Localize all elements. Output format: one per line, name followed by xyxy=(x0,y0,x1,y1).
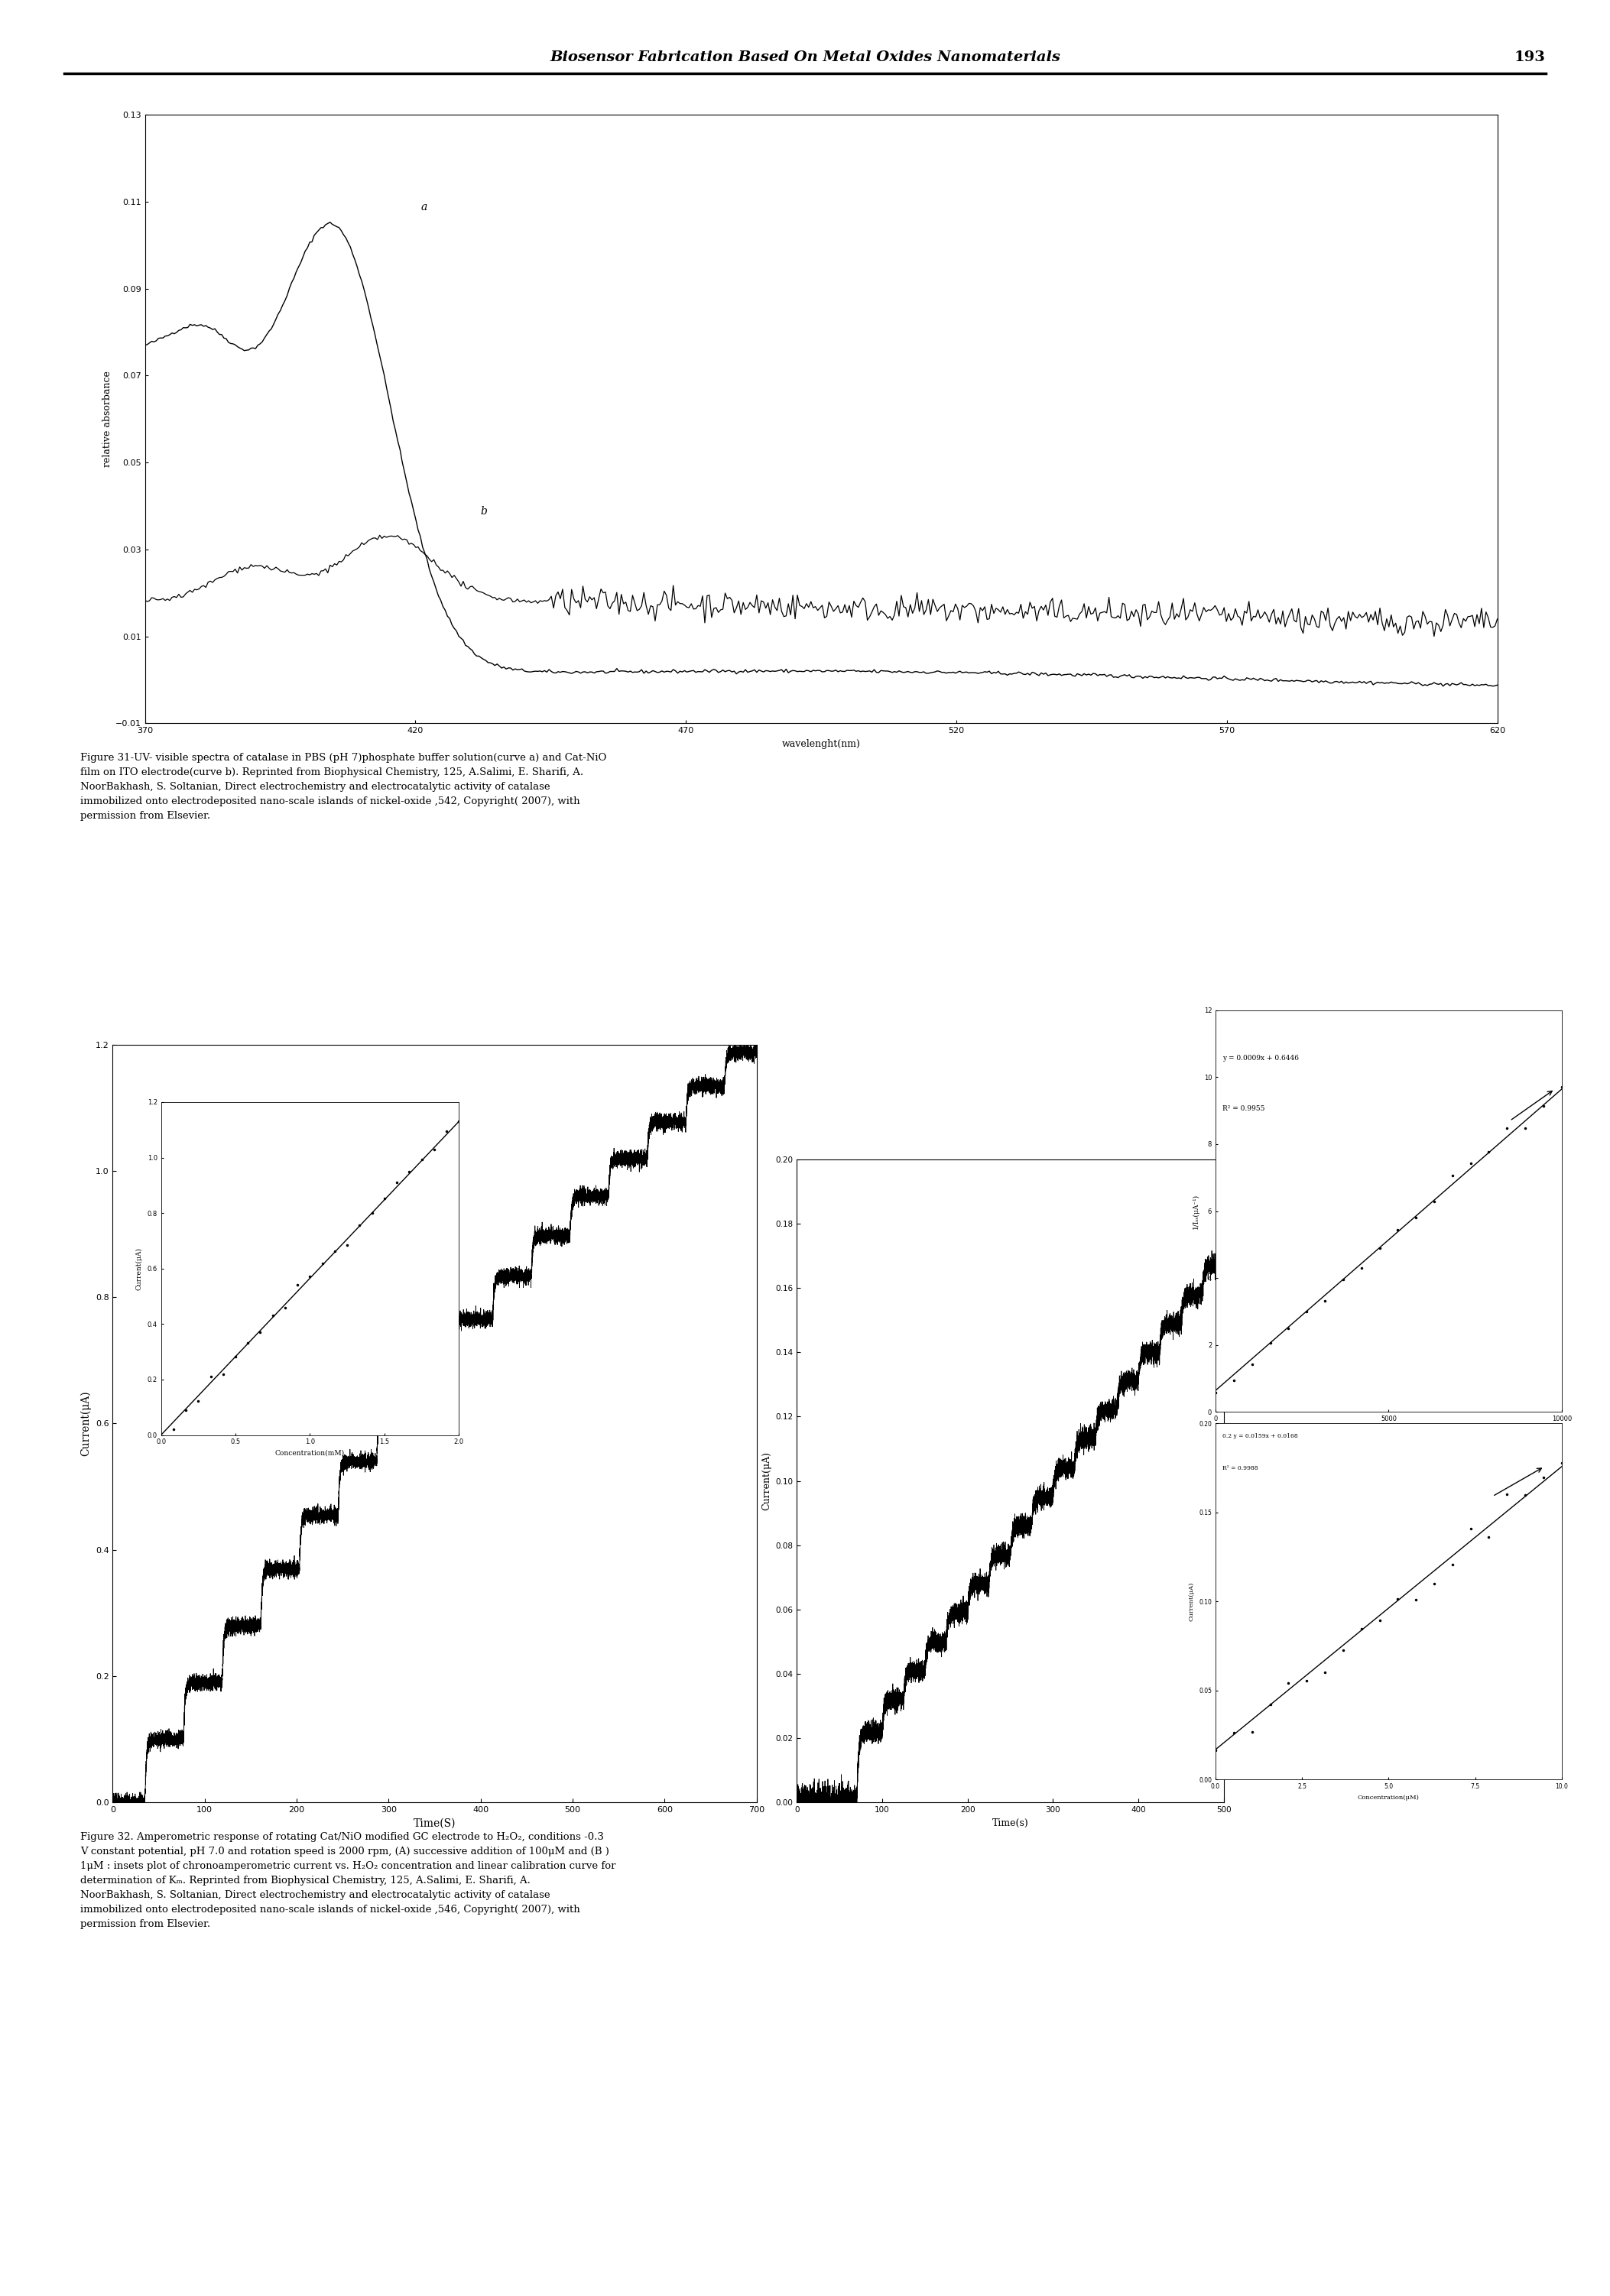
X-axis label: Concentration(mM): Concentration(mM) xyxy=(275,1449,345,1456)
Text: b: b xyxy=(480,505,488,517)
Text: a: a xyxy=(420,202,427,214)
Y-axis label: Current(μA): Current(μA) xyxy=(135,1247,143,1290)
Y-axis label: Current(μA): Current(μA) xyxy=(81,1391,92,1456)
X-axis label: 1/C(M⁻¹): 1/C(M⁻¹) xyxy=(1373,1426,1404,1433)
X-axis label: Concentration(μM): Concentration(μM) xyxy=(1357,1793,1420,1800)
X-axis label: wavelenght(nm): wavelenght(nm) xyxy=(782,739,860,748)
Y-axis label: 1/Iₛₛ(μA⁻¹): 1/Iₛₛ(μA⁻¹) xyxy=(1193,1194,1199,1228)
Text: R² = 0.9955: R² = 0.9955 xyxy=(1222,1104,1265,1111)
Text: y = 0.0009x + 0.6446: y = 0.0009x + 0.6446 xyxy=(1222,1056,1299,1063)
X-axis label: Time(S): Time(S) xyxy=(414,1818,456,1828)
Y-axis label: Current(μA): Current(μA) xyxy=(762,1451,771,1511)
Y-axis label: Current(μA): Current(μA) xyxy=(1188,1582,1195,1621)
Text: Figure 31-UV- visible spectra of catalase in PBS (pH 7)phosphate buffer solution: Figure 31-UV- visible spectra of catalas… xyxy=(81,753,607,822)
Text: 0.2 y = 0.0159x + 0.0168: 0.2 y = 0.0159x + 0.0168 xyxy=(1222,1433,1298,1440)
Text: 193: 193 xyxy=(1515,51,1546,64)
X-axis label: Time(s): Time(s) xyxy=(992,1818,1029,1828)
Text: Biosensor Fabrication Based On Metal Oxides Nanomaterials: Biosensor Fabrication Based On Metal Oxi… xyxy=(549,51,1061,64)
Text: Figure 32. Amperometric response of rotating Cat/NiO modified GC electrode to H₂: Figure 32. Amperometric response of rota… xyxy=(81,1832,617,1929)
Y-axis label: relative absorbance: relative absorbance xyxy=(101,372,113,466)
Text: R² = 0.9988: R² = 0.9988 xyxy=(1222,1465,1257,1472)
